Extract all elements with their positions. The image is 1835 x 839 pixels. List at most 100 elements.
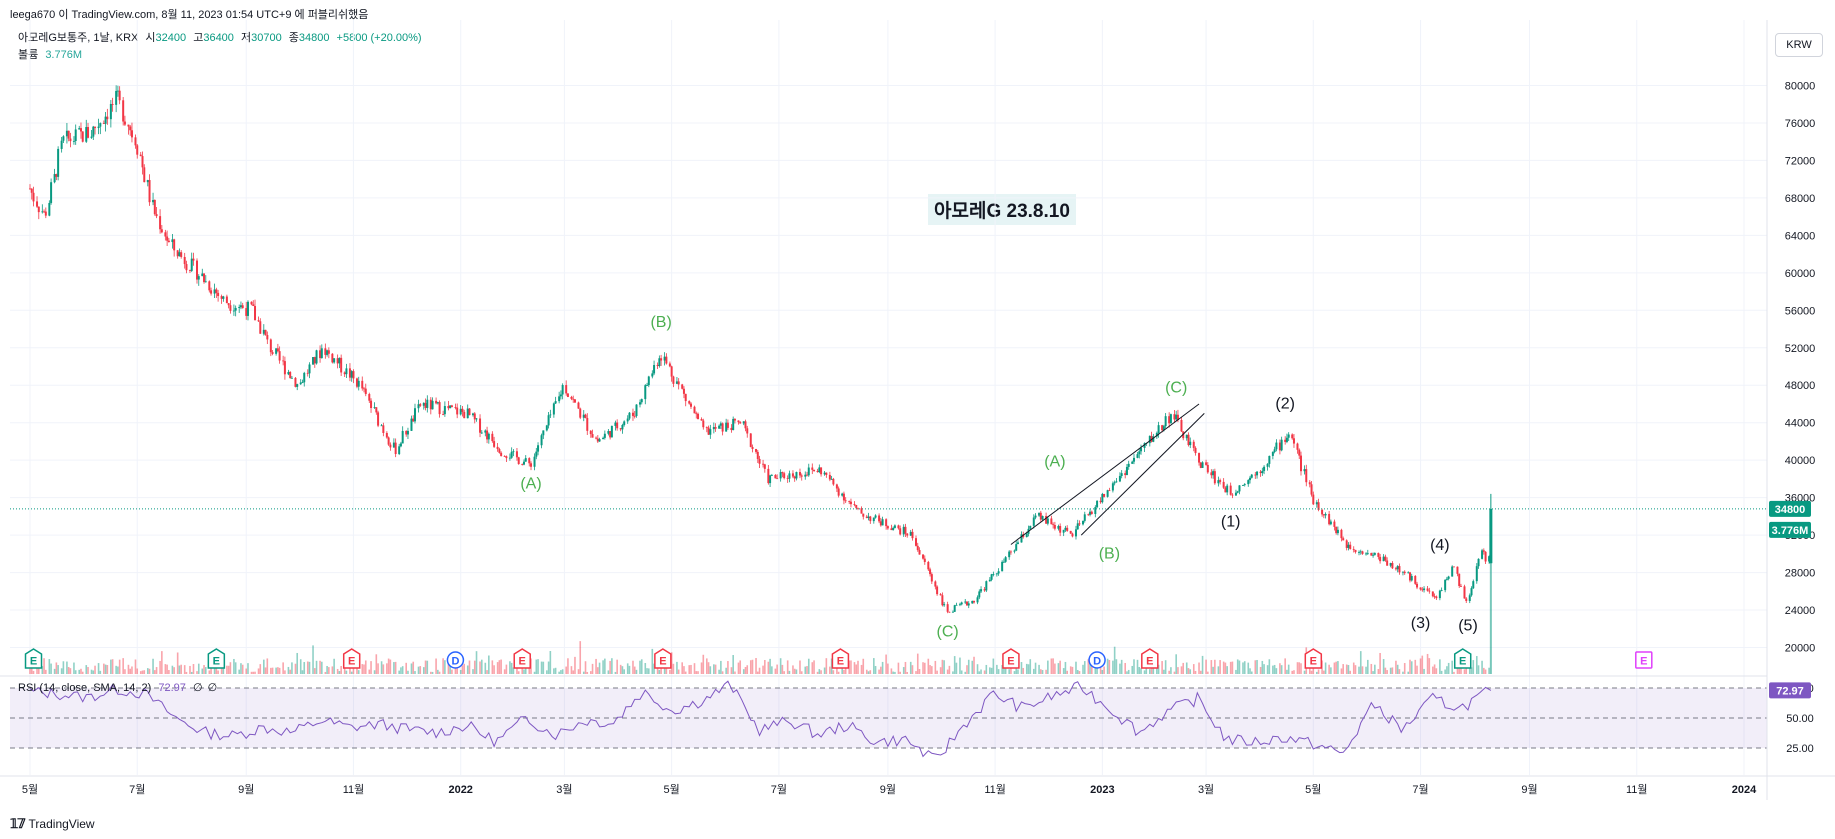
footer-brand[interactable]: 𝟙𝟟 TradingView	[10, 816, 95, 832]
rsi-line	[29, 680, 1492, 758]
candle-body	[296, 384, 299, 387]
candle-body	[1373, 552, 1376, 555]
volume-bar	[1421, 655, 1424, 674]
volume-bar	[644, 662, 647, 674]
volume-bar	[468, 660, 471, 674]
annotation-title[interactable]: 아모레G 23.8.10	[928, 194, 1076, 225]
volume-bar	[554, 667, 557, 674]
volume-bar	[1236, 659, 1239, 674]
candle-body	[702, 420, 705, 428]
candle-body	[87, 127, 90, 138]
candle-body	[1120, 473, 1123, 476]
volume-bar	[1115, 659, 1118, 674]
volume-bar	[1312, 663, 1315, 674]
volume-label[interactable]: 볼륨	[18, 49, 39, 61]
volume-bar	[257, 668, 260, 674]
candle-body	[635, 404, 638, 417]
volume-bar	[579, 641, 582, 674]
volume-bar	[792, 665, 794, 674]
candle-body	[561, 385, 564, 395]
candle-body	[78, 128, 81, 130]
candle-body	[607, 431, 610, 434]
candle-body	[976, 597, 979, 603]
volume-bar	[60, 668, 63, 674]
volume-bar	[234, 662, 237, 674]
candle-body	[941, 595, 944, 606]
volume-bar	[1330, 667, 1332, 674]
volume-bar	[553, 668, 555, 674]
volume-bar	[857, 660, 859, 674]
candle-body	[343, 372, 346, 375]
candle-body	[591, 434, 594, 438]
candle-body	[1391, 563, 1394, 569]
volume-bar	[1484, 669, 1487, 674]
wave-label: (C)	[937, 623, 959, 640]
candle-body	[245, 308, 248, 316]
volume-bar	[931, 666, 933, 674]
volume-bar	[709, 666, 712, 674]
volume-bar	[80, 668, 82, 674]
volume-bar	[1446, 666, 1448, 674]
volume-bar	[1254, 660, 1257, 674]
candle-body	[762, 463, 765, 465]
y-tick-label: 56000	[1785, 305, 1816, 317]
candle-body	[1398, 566, 1401, 573]
volume-bar	[591, 663, 594, 674]
candle-body	[1275, 442, 1278, 450]
candle-body	[229, 305, 232, 311]
candle-body	[188, 270, 191, 271]
candle-body	[1094, 507, 1097, 514]
candle-body	[1444, 579, 1447, 591]
volume-bar	[1379, 652, 1381, 674]
candle-body	[978, 591, 981, 598]
candle-body	[1273, 449, 1276, 453]
volume-bar	[315, 660, 318, 674]
symbol-name[interactable]: 아모레G보통주, 1날, KRX	[18, 32, 139, 44]
wave-label: (C)	[1165, 380, 1187, 397]
candle-body	[210, 290, 213, 294]
candle-body	[1096, 500, 1099, 508]
y-tick-label: 28000	[1785, 568, 1816, 580]
volume-bar	[326, 665, 328, 674]
marker-shape	[831, 648, 850, 669]
volume-bar	[1361, 666, 1364, 674]
volume-bar	[1050, 658, 1053, 674]
candle-body	[725, 422, 728, 432]
marker-label: E	[1640, 656, 1647, 668]
volume-bar	[99, 670, 102, 674]
volume-bar	[1419, 658, 1422, 674]
candle-body	[626, 418, 629, 422]
candle-body	[1020, 534, 1023, 543]
candle-body	[1254, 474, 1257, 476]
volume-bar	[370, 661, 372, 674]
currency-button[interactable]: KRW	[1775, 33, 1823, 57]
candle-body	[1329, 521, 1332, 525]
candle-body	[795, 472, 798, 479]
candle-body	[1310, 484, 1313, 495]
candle-body	[1206, 464, 1209, 473]
volume-bar	[1300, 663, 1302, 674]
candle-body	[303, 372, 306, 383]
volume-bar	[401, 666, 404, 674]
rsi-label[interactable]: RSI (14, close, SMA, 14, 2)	[18, 682, 152, 694]
marker-label: E	[1007, 656, 1014, 668]
volume-bar	[1120, 659, 1123, 674]
volume-bar	[336, 668, 339, 674]
volume-bar	[210, 660, 212, 674]
candle-body	[1140, 447, 1143, 452]
volume-bar	[171, 665, 174, 674]
volume-bar	[918, 668, 921, 674]
volume-bar	[1025, 663, 1028, 674]
dividend-marker-icon: D	[1088, 651, 1106, 669]
volume-bar	[640, 659, 643, 674]
candle-body	[1354, 549, 1357, 553]
candle-body	[682, 388, 685, 394]
candle-body	[718, 425, 721, 429]
volume-bar	[1377, 669, 1380, 674]
volume-bar	[241, 664, 244, 674]
volume-bar	[1280, 665, 1283, 674]
marker-label: E	[1310, 656, 1317, 668]
volume-bar	[1212, 666, 1214, 674]
